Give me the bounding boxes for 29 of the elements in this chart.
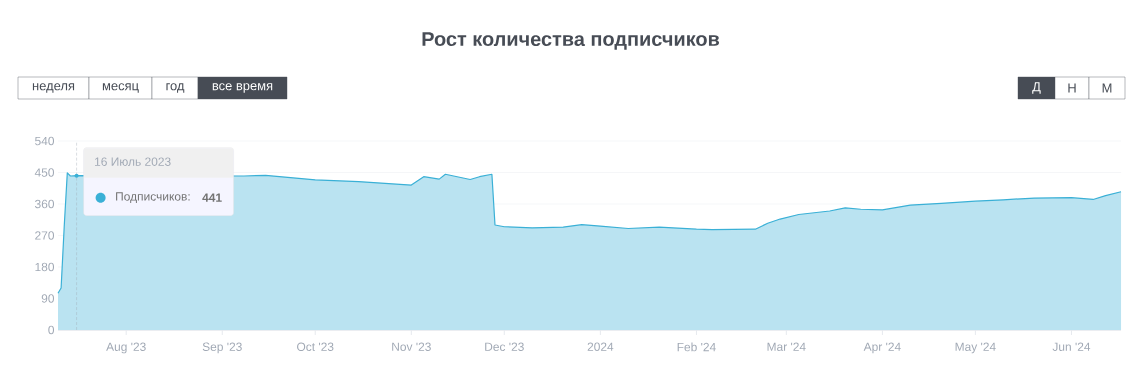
x-tick-label: 2024 — [587, 342, 614, 351]
y-tick-label: 540 — [35, 136, 55, 146]
annotation: Подписчиков: — [116, 192, 190, 203]
x-tick-label: Nov '23 — [392, 342, 431, 351]
x-tick-label: Feb '24 — [677, 342, 716, 352]
annotation: 16 Июль 2023 — [95, 157, 171, 166]
text: неделя — [32, 83, 75, 93]
text: М — [1102, 83, 1112, 93]
x-tick-label: Dec '23 — [485, 342, 524, 351]
text: Д — [1032, 82, 1041, 94]
x-tick-label: Jun '24 — [1052, 342, 1091, 351]
y-tick-label: 90 — [41, 294, 55, 303]
text: Н — [1068, 83, 1076, 93]
x-tick-label: Sep '23 — [202, 342, 242, 354]
x-tick-label: Mar '24 — [767, 342, 806, 351]
y-tick-label: 0 — [48, 325, 55, 335]
text: месяц — [102, 83, 139, 93]
y-tick-label: 270 — [35, 231, 55, 240]
x-tick-label: Oct '23 — [297, 342, 334, 351]
x-tick-label: May '24 — [955, 342, 996, 354]
y-tick-label: 360 — [34, 199, 55, 209]
x-tick-label: Apr '24 — [863, 342, 901, 354]
y-tick-label: 180 — [35, 262, 55, 272]
x-tick-label: Aug '23 — [106, 342, 146, 354]
text: все время — [212, 83, 273, 93]
text: год — [166, 83, 185, 93]
annotation: 441 — [202, 193, 222, 202]
y-tick-label: 450 — [34, 168, 55, 177]
chart-title: Рост количества подписчиков — [422, 32, 720, 50]
